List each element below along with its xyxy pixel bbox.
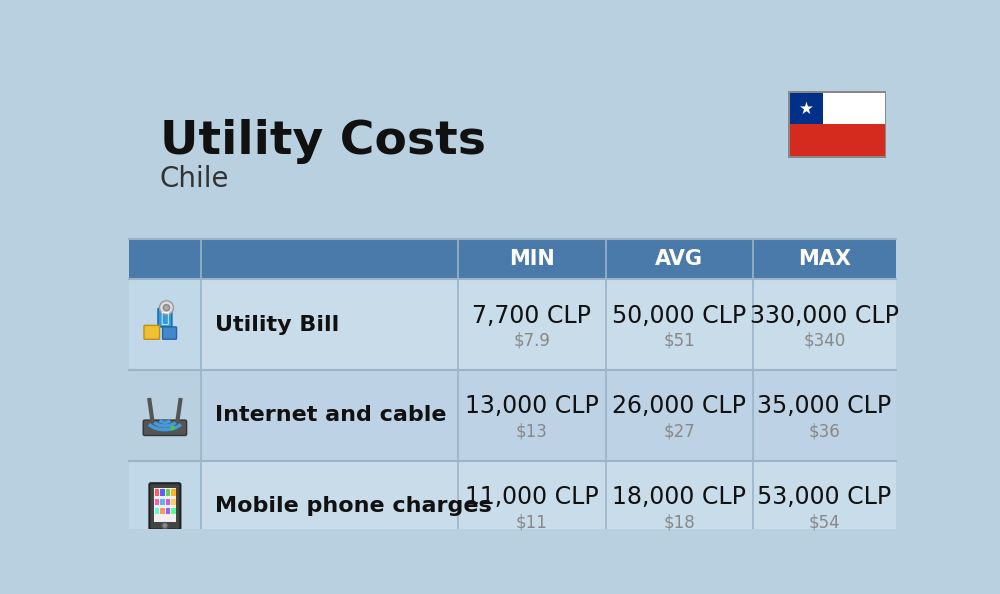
Bar — [160, 489, 165, 495]
Text: 18,000 CLP: 18,000 CLP — [612, 485, 746, 509]
Bar — [129, 461, 201, 552]
Bar — [129, 279, 201, 370]
Text: ★: ★ — [799, 100, 814, 118]
Circle shape — [163, 305, 170, 311]
Circle shape — [159, 301, 173, 315]
Text: $36: $36 — [809, 423, 840, 441]
Text: Chile: Chile — [160, 165, 229, 193]
Text: 50,000 CLP: 50,000 CLP — [612, 304, 746, 327]
Text: $13: $13 — [516, 423, 548, 441]
Bar — [171, 498, 176, 505]
Bar — [788, 91, 886, 157]
FancyBboxPatch shape — [143, 420, 187, 435]
Text: $340: $340 — [803, 332, 846, 350]
Text: Utility Bill: Utility Bill — [215, 315, 339, 334]
Text: AVG: AVG — [655, 249, 703, 269]
Bar — [790, 93, 822, 124]
Text: 👤: 👤 — [161, 311, 169, 326]
Text: $54: $54 — [809, 514, 840, 532]
Text: Utility Costs: Utility Costs — [160, 119, 486, 164]
Bar — [171, 489, 176, 495]
Text: Internet and cable: Internet and cable — [215, 406, 446, 425]
Bar — [201, 279, 896, 370]
FancyBboxPatch shape — [144, 326, 159, 339]
Bar — [166, 508, 170, 514]
Bar — [160, 498, 165, 505]
Text: MIN: MIN — [509, 249, 555, 269]
Text: $18: $18 — [663, 514, 695, 532]
Bar — [171, 508, 176, 514]
Bar — [201, 370, 896, 461]
Text: $51: $51 — [663, 332, 695, 350]
Bar — [155, 508, 159, 514]
Circle shape — [162, 523, 168, 529]
Text: 26,000 CLP: 26,000 CLP — [612, 394, 746, 418]
Bar — [160, 508, 165, 514]
Bar — [790, 124, 885, 156]
Circle shape — [170, 425, 175, 430]
Text: MAX: MAX — [798, 249, 851, 269]
Text: Mobile phone charges: Mobile phone charges — [215, 497, 492, 516]
Text: 330,000 CLP: 330,000 CLP — [750, 304, 899, 327]
Text: 13,000 CLP: 13,000 CLP — [465, 394, 599, 418]
FancyBboxPatch shape — [149, 484, 180, 529]
Bar — [129, 370, 201, 461]
Bar — [790, 93, 885, 124]
Text: $7.9: $7.9 — [513, 332, 550, 350]
Text: 7,700 CLP: 7,700 CLP — [472, 304, 591, 327]
Bar — [155, 489, 159, 495]
Bar — [201, 461, 896, 552]
Bar — [129, 239, 896, 279]
Text: $27: $27 — [663, 423, 695, 441]
FancyBboxPatch shape — [163, 327, 177, 339]
Text: $11: $11 — [516, 514, 548, 532]
Bar — [154, 488, 176, 522]
Text: 35,000 CLP: 35,000 CLP — [757, 394, 892, 418]
FancyBboxPatch shape — [158, 308, 172, 327]
Text: 11,000 CLP: 11,000 CLP — [465, 485, 599, 509]
Bar — [166, 498, 170, 505]
Bar — [166, 489, 170, 495]
Text: 53,000 CLP: 53,000 CLP — [757, 485, 892, 509]
Bar — [155, 498, 159, 505]
